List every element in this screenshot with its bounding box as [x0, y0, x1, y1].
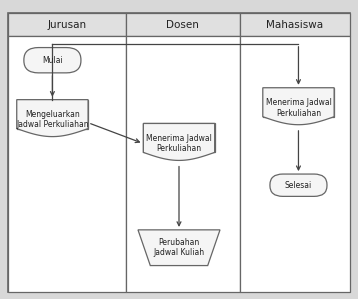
FancyBboxPatch shape: [126, 36, 240, 292]
Text: Selesai: Selesai: [285, 181, 312, 190]
Text: Jurusan: Jurusan: [47, 19, 86, 30]
Polygon shape: [17, 100, 88, 137]
Text: Menerima Jadwal
Perkuliahan: Menerima Jadwal Perkuliahan: [146, 134, 212, 153]
FancyBboxPatch shape: [24, 48, 81, 73]
FancyBboxPatch shape: [240, 36, 350, 292]
FancyBboxPatch shape: [8, 36, 126, 292]
FancyBboxPatch shape: [263, 88, 334, 117]
FancyBboxPatch shape: [8, 13, 126, 36]
Text: Perubahan
Jadwal Kuliah: Perubahan Jadwal Kuliah: [154, 238, 204, 257]
Polygon shape: [263, 88, 334, 125]
Text: Mengeluarkan
Jadwal Perkuliahan: Mengeluarkan Jadwal Perkuliahan: [16, 110, 89, 129]
Polygon shape: [143, 123, 215, 160]
FancyBboxPatch shape: [143, 123, 215, 152]
FancyBboxPatch shape: [126, 13, 240, 36]
Text: Mahasiswa: Mahasiswa: [266, 19, 324, 30]
Text: Dosen: Dosen: [166, 19, 199, 30]
FancyBboxPatch shape: [17, 100, 88, 129]
Polygon shape: [138, 230, 220, 266]
FancyBboxPatch shape: [270, 174, 327, 196]
Text: Menerima Jadwal
Perkuliahan: Menerima Jadwal Perkuliahan: [266, 98, 332, 118]
FancyBboxPatch shape: [240, 13, 350, 36]
FancyBboxPatch shape: [8, 13, 350, 292]
Text: Mulai: Mulai: [42, 56, 63, 65]
